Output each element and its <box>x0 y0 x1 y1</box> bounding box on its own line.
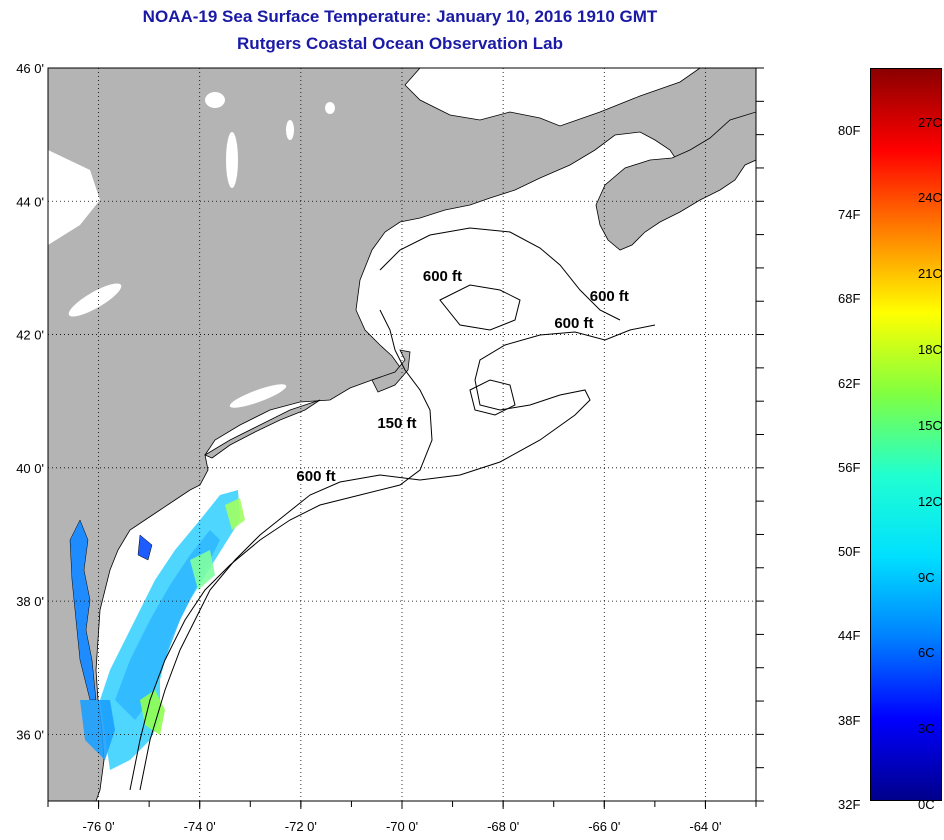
delaware-bay <box>137 534 153 561</box>
contour-georges <box>439 284 521 331</box>
contour-label: 600 ft <box>554 315 593 332</box>
y-axis: 46 0' 44 0' 42 0' 40 0' 38 0' 36 0' <box>16 61 764 802</box>
colorbar-fahrenheit-label: 32F <box>838 797 861 812</box>
colorbar-fahrenheit-label: 50F <box>838 544 861 560</box>
colorbar-celsius-label: 15C <box>918 417 942 433</box>
colorbar-celsius-label: 12C <box>918 493 942 509</box>
y-tick-label: 36 0' <box>16 727 44 742</box>
colorbar-fahrenheit-label: 38F <box>838 712 861 728</box>
colorbar-celsius-label: 0C <box>918 797 935 812</box>
bathymetry-contours <box>129 227 656 791</box>
contour-600ft-outer <box>139 324 656 791</box>
y-tick-label: 42 0' <box>16 328 44 343</box>
contour-label: 600 ft <box>590 288 629 305</box>
lakes <box>48 92 335 408</box>
colorbar-gradient <box>870 68 942 801</box>
x-tick-label: -70 0' <box>386 819 418 834</box>
map-subtitle: Rutgers Coastal Ocean Observation Lab <box>237 34 563 53</box>
x-tick-label: -76 0' <box>83 819 115 834</box>
contour-inner <box>469 379 516 416</box>
x-tick-label: -74 0' <box>184 819 216 834</box>
colorbar-fahrenheit-label: 74F <box>838 207 861 223</box>
x-tick-label: -68 0' <box>487 819 519 834</box>
colorbar-celsius-label: 9C <box>918 569 935 585</box>
sst-data <box>80 490 245 770</box>
colorbar-fahrenheit-label: 56F <box>838 459 861 475</box>
contour-150ft <box>129 309 433 791</box>
x-tick-label: -66 0' <box>588 819 620 834</box>
colorbar-fahrenheit-label: 44F <box>838 628 861 644</box>
colorbar-fahrenheit-label: 68F <box>838 291 861 307</box>
y-tick-label: 44 0' <box>16 194 44 209</box>
colorbar-celsius-label: 21C <box>918 266 942 282</box>
colorbar-fahrenheit-label: 80F <box>838 122 861 138</box>
contour-label: 600 ft <box>296 468 335 485</box>
contour-600ft-gulf <box>379 227 621 321</box>
colorbar-celsius-label: 6C <box>918 645 935 661</box>
contour-label: 600 ft <box>423 268 462 285</box>
colorbar-celsius-label: 18C <box>918 342 942 358</box>
colorbar-celsius-label: 27C <box>918 114 942 130</box>
land-long-island <box>204 399 321 459</box>
contour-labels: 600 ft 600 ft 600 ft 150 ft 600 ft <box>296 268 629 485</box>
contour-label: 150 ft <box>377 415 416 432</box>
y-tick-label: 46 0' <box>16 61 44 76</box>
land-cape-cod <box>371 349 411 393</box>
colorbar-celsius-label: 3C <box>918 721 935 737</box>
x-tick-label: -64 0' <box>689 819 721 834</box>
colorbar-celsius-label: 24C <box>918 190 942 206</box>
temperature-colorbar <box>870 68 942 801</box>
map-title: NOAA-19 Sea Surface Temperature: January… <box>142 7 658 26</box>
land-mainland <box>48 68 756 801</box>
x-tick-label: -72 0' <box>285 819 317 834</box>
y-tick-label: 38 0' <box>16 594 44 609</box>
x-axis: -76 0' -74 0' -72 0' -70 0' -68 0' -66 0' -64 … <box>47 801 757 834</box>
y-tick-label: 40 0' <box>16 461 44 476</box>
colorbar-fahrenheit-label: 62F <box>838 375 861 391</box>
